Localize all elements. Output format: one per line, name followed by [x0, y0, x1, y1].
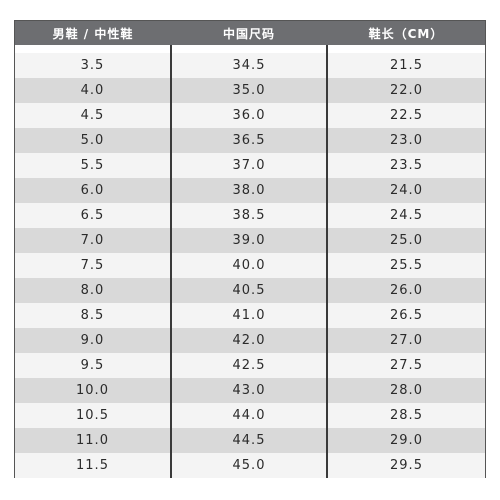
header-foot-length: 鞋长（CM） [327, 21, 485, 45]
china-size-cell: 43.0 [170, 378, 327, 403]
us-size-cell: 9.5 [15, 353, 171, 378]
table-row: 7.0 39.0 25.0 [15, 228, 485, 253]
china-size-cell: 40.5 [170, 278, 327, 303]
china-size-cell: 42.5 [170, 353, 327, 378]
header-us-size: 男鞋 / 中性鞋 [15, 21, 171, 45]
china-size-cell: 39.0 [170, 228, 327, 253]
table-row: 6.0 38.0 24.0 [15, 178, 485, 203]
table-row: 4.0 35.0 22.0 [15, 78, 485, 103]
us-size-cell: 7.5 [15, 253, 171, 278]
us-size-cell: 6.0 [15, 178, 171, 203]
us-size-cell: 6.5 [15, 203, 171, 228]
china-size-cell: 36.5 [170, 128, 327, 153]
foot-length-cell: 27.0 [326, 328, 485, 353]
us-size-cell: 5.0 [15, 128, 171, 153]
china-size-cell: 38.5 [170, 203, 327, 228]
table-row: 8.0 40.5 26.0 [15, 278, 485, 303]
foot-length-cell: 26.0 [326, 278, 485, 303]
china-size-cell: 35.0 [170, 78, 327, 103]
table-row: 5.5 37.0 23.5 [15, 153, 485, 178]
size-chart-frame: 男鞋 / 中性鞋 中国尺码 鞋长（CM） 3.5 34.5 21.5 4.0 35.0 2… [14, 20, 486, 478]
foot-length-cell: 23.5 [326, 153, 485, 178]
foot-length-cell: 24.5 [326, 203, 485, 228]
table-row: 10.5 44.0 28.5 [15, 403, 485, 428]
us-size-cell: 11.5 [15, 453, 171, 478]
table-row: 11.0 44.5 29.0 [15, 428, 485, 453]
china-size-cell: 34.5 [170, 53, 327, 78]
us-size-cell: 11.0 [15, 428, 171, 453]
us-size-cell: 4.5 [15, 103, 171, 128]
foot-length-cell: 29.0 [326, 428, 485, 453]
us-size-cell: 4.0 [15, 78, 171, 103]
table-row: 11.5 45.0 29.5 [15, 453, 485, 478]
us-size-cell: 10.5 [15, 403, 171, 428]
us-size-cell: 3.5 [15, 53, 171, 78]
foot-length-cell: 25.0 [326, 228, 485, 253]
table-row: 9.5 42.5 27.5 [15, 353, 485, 378]
china-size-cell: 44.5 [170, 428, 327, 453]
foot-length-cell: 27.5 [326, 353, 485, 378]
us-size-cell: 8.0 [15, 278, 171, 303]
china-size-cell: 36.0 [170, 103, 327, 128]
spacer-row [15, 45, 485, 53]
foot-length-cell: 25.5 [326, 253, 485, 278]
china-size-cell: 42.0 [170, 328, 327, 353]
us-size-cell: 8.5 [15, 303, 171, 328]
foot-length-cell: 22.5 [326, 103, 485, 128]
foot-length-cell: 28.0 [326, 378, 485, 403]
china-size-cell: 38.0 [170, 178, 327, 203]
table-row: 3.5 34.5 21.5 [15, 53, 485, 78]
table-row: 8.5 41.0 26.5 [15, 303, 485, 328]
us-size-cell: 9.0 [15, 328, 171, 353]
foot-length-cell: 21.5 [326, 53, 485, 78]
us-size-cell: 10.0 [15, 378, 171, 403]
table-row: 10.0 43.0 28.0 [15, 378, 485, 403]
foot-length-cell: 26.5 [326, 303, 485, 328]
header-row: 男鞋 / 中性鞋 中国尺码 鞋长（CM） [15, 21, 485, 45]
foot-length-cell: 22.0 [326, 78, 485, 103]
table-row: 7.5 40.0 25.5 [15, 253, 485, 278]
us-size-cell: 5.5 [15, 153, 171, 178]
china-size-cell: 45.0 [170, 453, 327, 478]
size-chart-table: 男鞋 / 中性鞋 中国尺码 鞋长（CM） 3.5 34.5 21.5 4.0 35.0 2… [15, 21, 485, 478]
us-size-cell: 7.0 [15, 228, 171, 253]
china-size-cell: 40.0 [170, 253, 327, 278]
header-china-size: 中国尺码 [171, 21, 327, 45]
table-row: 9.0 42.0 27.0 [15, 328, 485, 353]
china-size-cell: 41.0 [170, 303, 327, 328]
foot-length-cell: 29.5 [326, 453, 485, 478]
table-row: 5.0 36.5 23.0 [15, 128, 485, 153]
foot-length-cell: 23.0 [326, 128, 485, 153]
foot-length-cell: 24.0 [326, 178, 485, 203]
china-size-cell: 37.0 [170, 153, 327, 178]
table-row: 6.5 38.5 24.5 [15, 203, 485, 228]
table-row: 4.5 36.0 22.5 [15, 103, 485, 128]
foot-length-cell: 28.5 [326, 403, 485, 428]
china-size-cell: 44.0 [170, 403, 327, 428]
